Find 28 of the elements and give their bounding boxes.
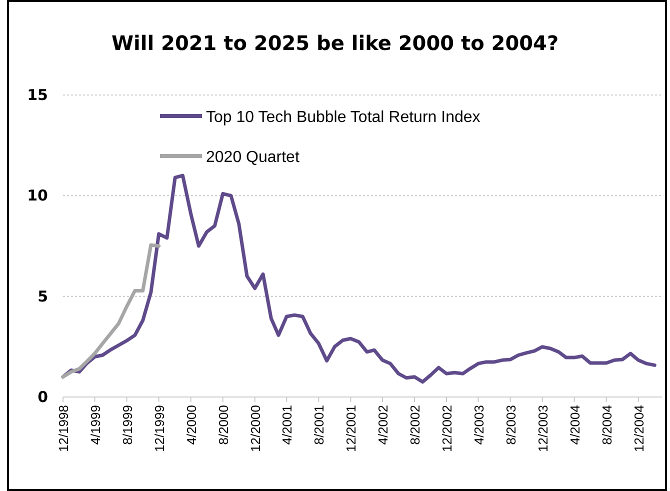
x-tick-label: 4/2002 xyxy=(375,405,390,445)
x-tick-label: 12/2004 xyxy=(631,405,646,452)
line-series xyxy=(61,174,656,384)
x-tick-label: 4/2004 xyxy=(567,405,582,445)
chart-title: Will 2021 to 2025 be like 2000 to 2004? xyxy=(111,31,559,55)
x-tick-label: 8/2001 xyxy=(312,405,327,445)
x-tick-label: 8/2003 xyxy=(503,405,518,445)
y-tick-label: 15 xyxy=(27,86,48,104)
x-tick-label: 12/2001 xyxy=(344,405,359,452)
legend-label: Top 10 Tech Bubble Total Return Index xyxy=(206,109,480,126)
y-tick-label: 0 xyxy=(38,388,48,406)
x-tick-label: 12/1999 xyxy=(152,405,167,452)
x-tick-label: 12/2000 xyxy=(248,405,263,452)
x-tick-label: 4/2003 xyxy=(471,405,486,445)
x-tick-label: 8/2000 xyxy=(216,405,231,445)
x-tick-label: 4/2001 xyxy=(280,405,295,445)
x-tick-label: 12/2003 xyxy=(535,405,550,452)
x-tick-label: 8/1999 xyxy=(120,405,135,445)
x-tick-label: 12/1998 xyxy=(56,405,71,452)
x-tick-label: 4/1999 xyxy=(88,405,103,445)
line-series xyxy=(61,243,161,379)
legend-label: 2020 Quartet xyxy=(206,149,300,166)
x-tick-label: 8/2002 xyxy=(407,405,422,445)
y-tick-label: 10 xyxy=(27,186,48,205)
x-tick-label: 8/2004 xyxy=(599,405,614,445)
x-tick-label: 4/2000 xyxy=(184,405,199,445)
x-tick-label: 12/2002 xyxy=(439,405,454,452)
y-tick-label: 5 xyxy=(38,287,48,306)
